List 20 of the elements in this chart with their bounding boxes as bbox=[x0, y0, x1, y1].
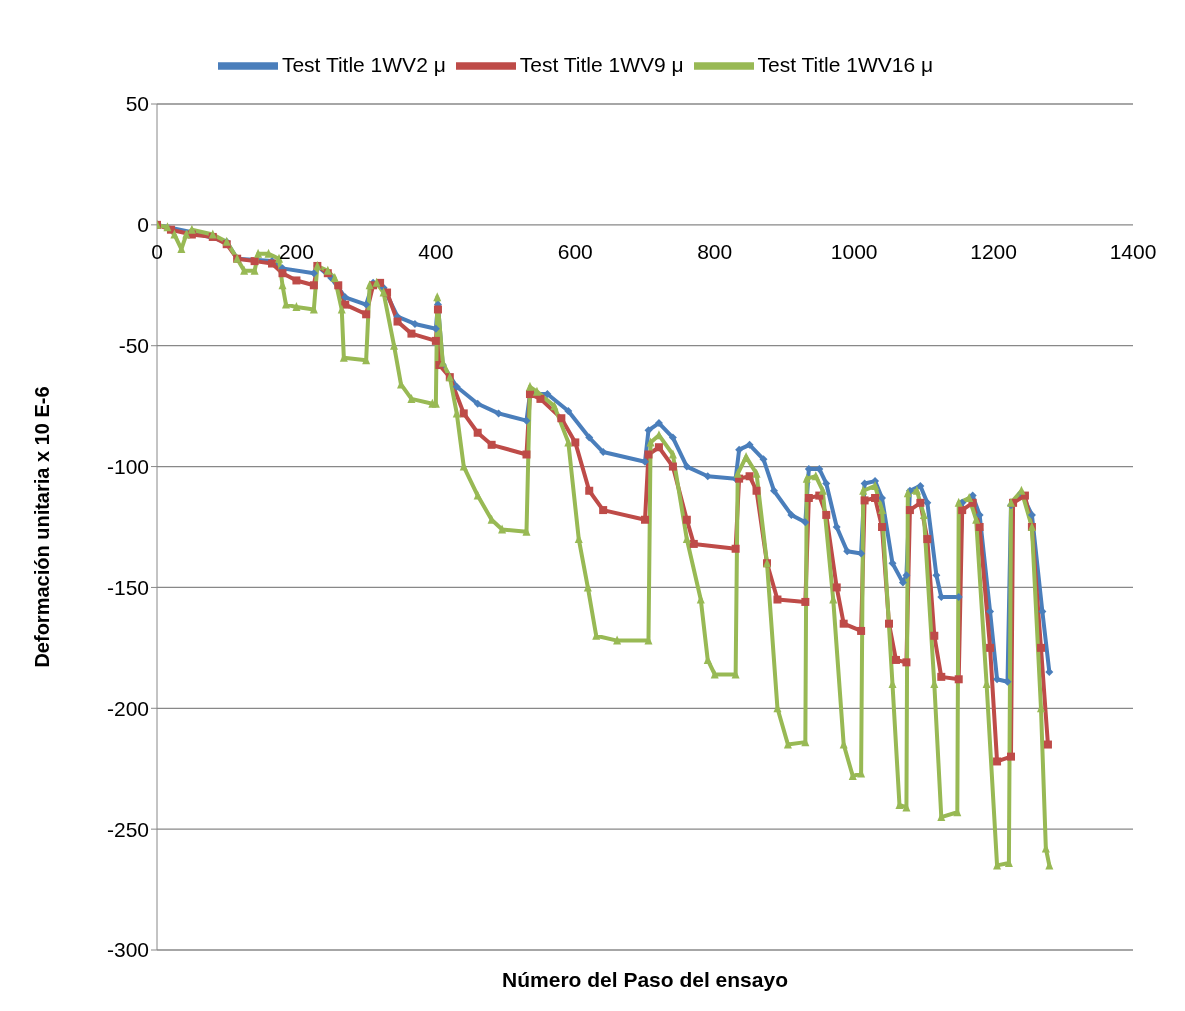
x-tick-label: 1000 bbox=[830, 239, 878, 263]
y-tick-label: -200 bbox=[106, 696, 149, 720]
y-tick-label: 50 bbox=[125, 92, 149, 116]
legend-label: Test Title 1WV2 μ bbox=[281, 52, 446, 76]
y-tick-label: -300 bbox=[106, 938, 149, 962]
y-tick-label: -100 bbox=[106, 455, 149, 479]
x-tick-label: 1400 bbox=[1109, 239, 1157, 263]
legend-label: Test Title 1WV9 μ bbox=[519, 52, 684, 76]
x-tick-label: 400 bbox=[418, 239, 454, 263]
y-tick-label: 0 bbox=[137, 213, 149, 237]
y-axis-title: Deformación unitaria x 10 E-6 bbox=[31, 386, 54, 668]
x-tick-label: 600 bbox=[557, 239, 593, 263]
x-tick-label: 800 bbox=[697, 239, 733, 263]
x-tick-label: 200 bbox=[278, 239, 314, 263]
y-tick-label: -150 bbox=[106, 575, 149, 599]
x-axis-title: Número del Paso del ensayo bbox=[502, 968, 788, 991]
y-tick-label: -250 bbox=[106, 817, 149, 841]
x-tick-label: 1200 bbox=[970, 239, 1017, 263]
legend-label: Test Title 1WV16 μ bbox=[757, 52, 934, 76]
y-tick-label: -50 bbox=[118, 334, 149, 358]
